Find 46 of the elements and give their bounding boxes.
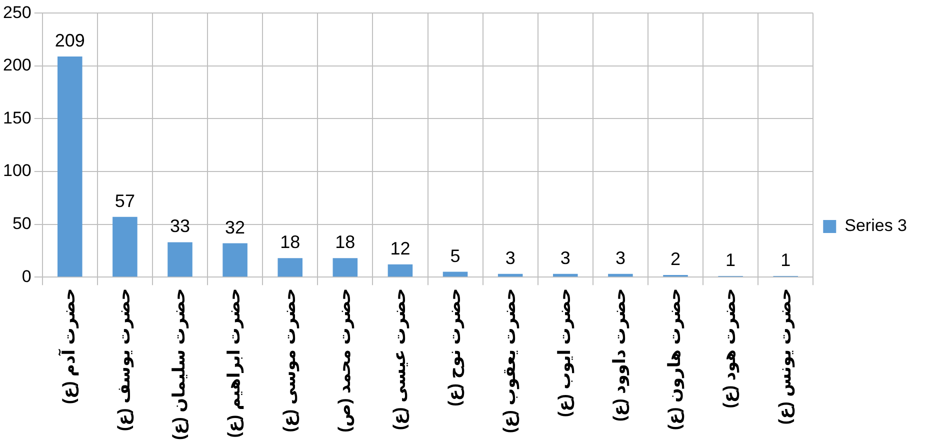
data-label: 2 [670,248,681,269]
x-tick-label: حضرت محمد (ص) [334,288,355,432]
x-tick-label: حضرت هارون (ع) [665,288,686,430]
data-label: 1 [726,250,736,270]
x-tick-label: حضرت یوسف (ع) [114,288,135,432]
data-label: 12 [390,238,410,258]
data-label: 3 [615,248,626,268]
data-label: 3 [560,248,570,268]
bar [553,274,578,277]
bar [388,264,413,277]
y-tick-label: 0 [22,266,32,286]
bar [498,274,523,277]
x-tick-label: حضرت ایوب (ع) [555,288,576,418]
data-label: 209 [54,30,85,50]
bar [442,272,468,277]
data-label: 57 [114,190,135,211]
bar [332,258,358,277]
x-tick-label: حضرت سلیمان (ع) [170,288,190,440]
data-label: 3 [505,248,516,268]
data-label: 33 [170,216,190,236]
bar [112,216,138,277]
y-tick-label: 100 [2,161,32,180]
legend-label: Series 3 [844,216,908,236]
x-tick-label: حضرت داوود (ع) [610,288,630,422]
x-tick-label: حضرت یعقوب (ع) [500,288,520,434]
x-tick-label: حضرت ابراهیم (ع) [224,288,245,438]
x-tick-label: حضرت عیسی (ع) [390,288,410,430]
x-tick-label: حضرت نوح (ع) [444,288,465,406]
y-tick-label: 250 [2,2,32,22]
x-tick-label: حضرت یونس (ع) [775,288,796,425]
data-label: 18 [335,232,356,252]
y-tick-label: 200 [2,56,32,75]
y-tick-label: 150 [2,108,32,128]
y-tick-label: 50 [12,214,32,233]
data-label: 1 [780,250,791,270]
data-label: 32 [225,217,246,238]
bar [222,243,248,277]
x-tick-label: حضرت آدم (ع) [58,288,80,404]
data-label: 18 [280,232,300,252]
bar [58,56,82,277]
bar [608,274,633,277]
bar [278,258,302,277]
x-tick-label: حضرت موسی (ع) [280,288,300,432]
x-tick-label: حضرت هود (ع) [720,288,740,408]
bar [168,242,192,277]
data-label: 5 [450,246,460,266]
